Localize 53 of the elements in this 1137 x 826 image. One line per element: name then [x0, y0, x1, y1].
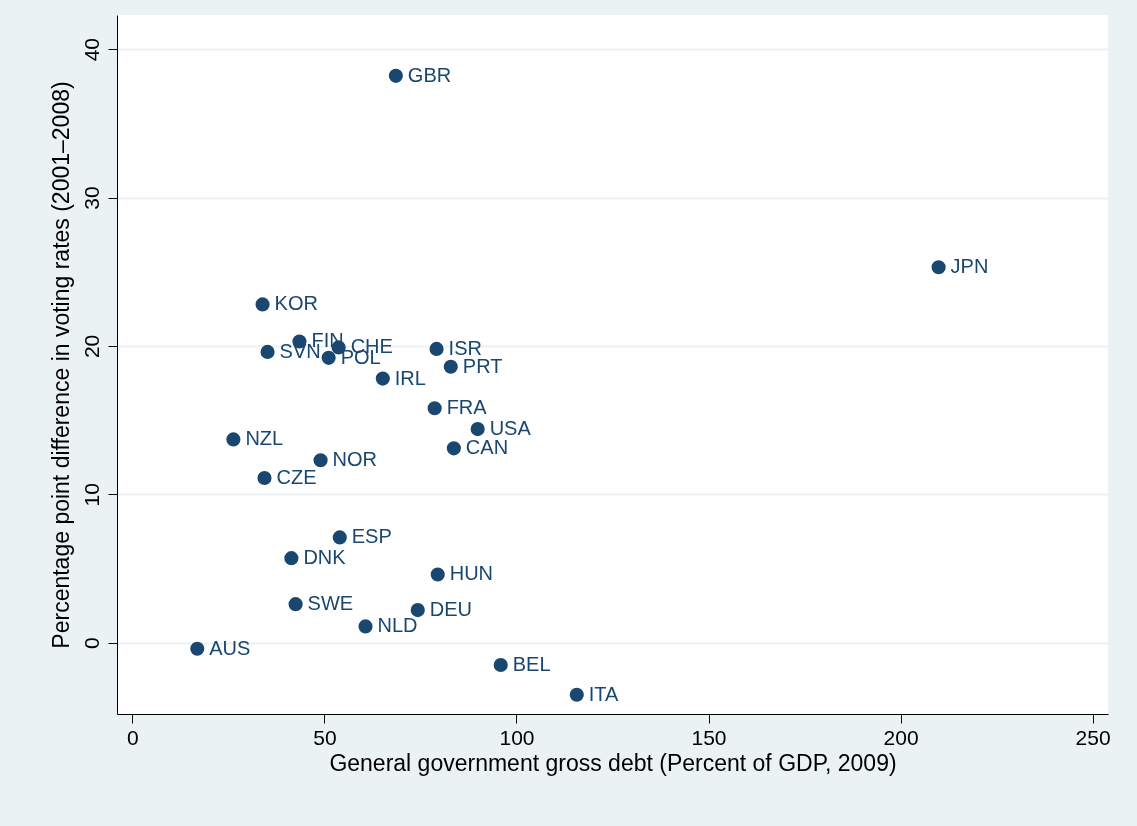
annotation: NZL: [245, 427, 284, 450]
annotation: IRL: [394, 366, 426, 389]
x-tick-label: 100: [499, 725, 535, 749]
point: [288, 597, 303, 612]
y-tick-label: 0: [79, 637, 103, 650]
point: [410, 603, 425, 618]
point: [332, 530, 347, 545]
annotation: FRA: [446, 396, 488, 419]
annotation: GBR: [407, 63, 452, 86]
point: [569, 687, 584, 702]
annotation: AUS: [209, 636, 251, 659]
annotation: SWE: [307, 592, 354, 615]
y-tick-label: 10: [79, 483, 103, 507]
annotation: NOR: [332, 448, 378, 471]
point: [446, 441, 461, 456]
x-tick-label: 250: [1075, 725, 1111, 749]
point: [493, 657, 508, 673]
x-tick-label: 0: [127, 725, 139, 749]
annotation: ITA: [588, 682, 620, 705]
point: [321, 350, 336, 365]
x-tick-label: 150: [691, 725, 727, 749]
point: [190, 641, 205, 656]
y-tick-label: 20: [79, 334, 103, 359]
annotation: BEL: [512, 653, 551, 676]
point: [257, 470, 272, 486]
point: [358, 619, 373, 634]
point: [313, 453, 328, 468]
point: [260, 344, 275, 359]
x-axis-title: General government gross debt (Percent of GDP, 2009): [329, 749, 897, 776]
annotation: KOR: [274, 292, 318, 315]
point: [375, 371, 390, 386]
annotation: CZE: [276, 466, 317, 489]
point: [443, 359, 458, 374]
point: [470, 422, 485, 437]
point: [226, 432, 241, 447]
y-axis-title: Percentage point difference in voting rates (2001–2008): [47, 81, 74, 649]
point: [284, 551, 299, 566]
annotation: HUN: [449, 562, 494, 585]
annotation: DEU: [429, 598, 472, 621]
y-tick-label: 30: [79, 186, 103, 210]
annotation: DNK: [303, 546, 347, 569]
point: [430, 567, 445, 582]
annotation: ESP: [351, 525, 392, 548]
x-tick-label: 200: [883, 725, 919, 749]
point: [255, 297, 270, 312]
annotation: JPN: [950, 255, 989, 278]
annotation: NLD: [377, 614, 418, 637]
point: [427, 401, 442, 416]
x-tick-label: 50: [313, 725, 337, 749]
point: [388, 68, 403, 83]
y-tick-label: 40: [79, 37, 103, 62]
point: [429, 341, 444, 356]
point: [931, 260, 946, 275]
